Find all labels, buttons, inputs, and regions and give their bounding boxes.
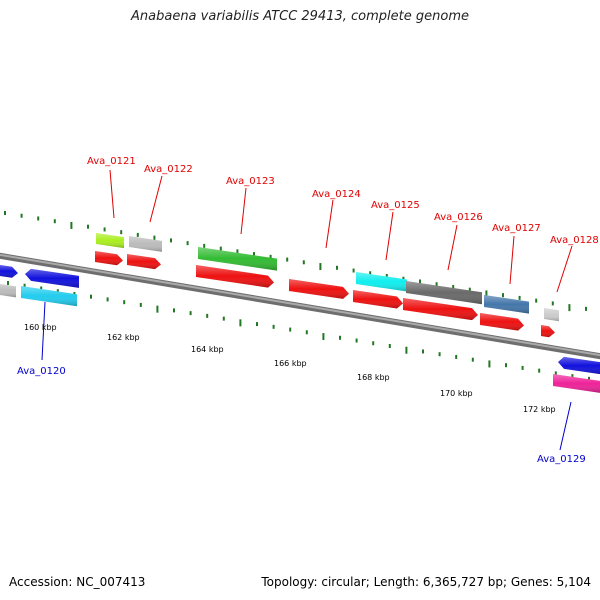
gene-box-0121-shade <box>96 233 124 249</box>
gene-label-ava-0124: Ava_0124 <box>312 189 361 200</box>
gene-box-0120-shade <box>21 286 77 307</box>
gene-label-ava-0129: Ava_0129 <box>537 454 586 465</box>
accession-text: Accession: NC_007413 <box>9 575 146 589</box>
gene-box-0122-shade <box>129 236 162 252</box>
scale-label: 166 kbp <box>274 359 307 368</box>
leader-0121 <box>109 169 115 219</box>
cds-arrow-0125-shade <box>353 290 403 309</box>
gene-box-0126-shade <box>406 281 482 305</box>
scale-label: 172 kbp <box>523 405 556 414</box>
cds-arrow-0123-shade <box>196 265 274 288</box>
leader-0122 <box>149 175 163 223</box>
cds-arrow-0128-shade <box>541 325 555 338</box>
scale-labels: 160 kbp 162 kbp 164 kbp 166 kbp 168 kbp 170 k… <box>24 323 556 414</box>
scale-label: 160 kbp <box>24 323 57 332</box>
leader-0125 <box>385 211 394 261</box>
cds-arrow-0127-shade <box>480 313 524 331</box>
gene-box-0119-rna-shade <box>0 284 16 298</box>
gene-labels: Ava_0121 Ava_0122 Ava_0123 Ava_0124 Ava_0125… <box>17 156 599 465</box>
gene-box-0125-shade <box>356 272 407 292</box>
gene-label-ava-0120: Ava_0120 <box>17 366 66 377</box>
scale-label: 162 kbp <box>107 333 140 342</box>
genome-backbone <box>0 252 600 360</box>
gene-arrow-0119-shade <box>0 265 18 278</box>
cds-arrow-0122-shade <box>127 254 161 270</box>
cds-arrow-0121-shade <box>95 251 123 266</box>
map-title: Anabaena variabilis ATCC 29413, complete… <box>131 9 469 24</box>
leader-0126 <box>447 224 458 271</box>
backbone-highlight <box>0 253 600 357</box>
gene-label-ava-0127: Ava_0127 <box>492 223 541 234</box>
scale-label: 168 kbp <box>357 373 390 382</box>
leader-0120 <box>41 301 46 361</box>
gene-label-ava-0123: Ava_0123 <box>226 176 275 187</box>
gene-arrow-0129-shade <box>558 356 600 375</box>
gene-label-ava-0121: Ava_0121 <box>87 156 136 167</box>
gene-label-ava-0122: Ava_0122 <box>144 164 193 175</box>
gene-label-ava-0128: Ava_0128 <box>550 235 599 246</box>
label-leader-lines <box>41 169 573 451</box>
gene-box-0123-shade <box>198 247 277 271</box>
leader-0128 <box>556 245 573 293</box>
genome-summary-text: Topology: circular; Length: 6,365,727 bp… <box>261 575 591 589</box>
gene-box-0129-shade <box>553 374 600 393</box>
leader-0124 <box>325 199 334 249</box>
cds-arrow-0126-shade <box>403 298 478 321</box>
gene-label-ava-0126: Ava_0126 <box>434 212 483 223</box>
leader-0123 <box>240 187 247 235</box>
gene-arrow-0120-shade <box>25 268 79 288</box>
gene-label-ava-0125: Ava_0125 <box>371 200 420 211</box>
cds-arrow-0124-shade <box>289 279 349 299</box>
scale-label: 170 kbp <box>440 389 473 398</box>
gene-box-0127-shade <box>484 295 529 314</box>
gene-features <box>0 233 600 393</box>
leader-0129 <box>559 401 572 451</box>
leader-0127 <box>509 235 515 285</box>
gene-box-0128-shade <box>544 308 559 322</box>
scale-label: 164 kbp <box>191 345 224 354</box>
